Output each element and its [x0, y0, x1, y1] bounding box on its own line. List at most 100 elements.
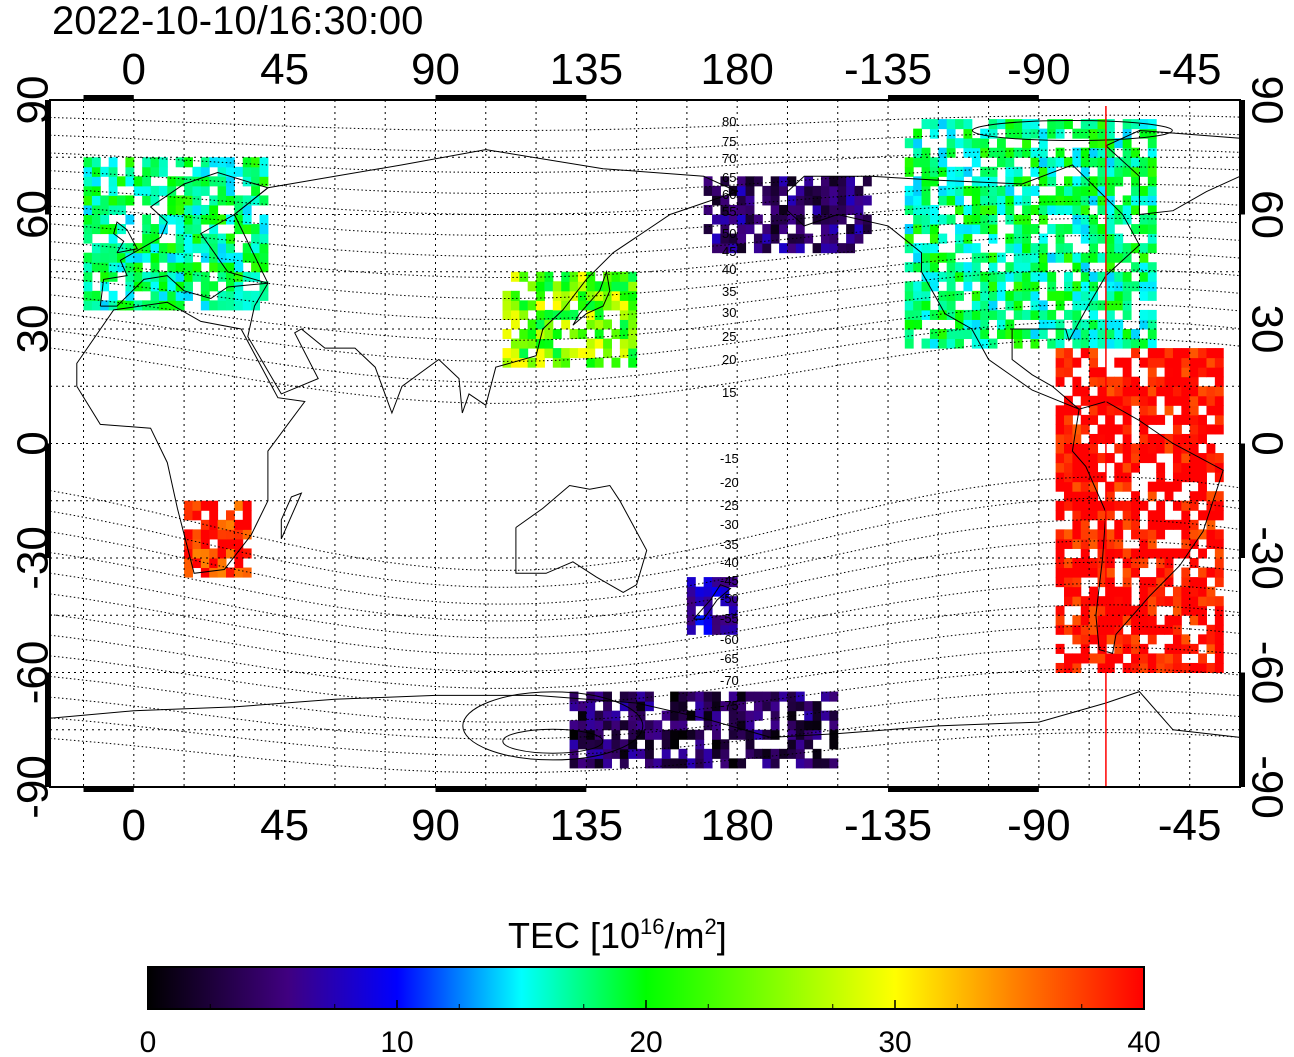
contour-line: [49, 269, 1241, 321]
tec-cell: [611, 271, 621, 282]
tec-cell: [603, 710, 612, 721]
tec-cell: [1147, 519, 1157, 530]
tec-cell: [125, 271, 135, 282]
tec-cell: [158, 252, 168, 263]
bottom-lon-label-135: 135: [550, 801, 623, 850]
tec-cell: [1164, 567, 1174, 578]
tec-cell: [108, 243, 118, 254]
tec-cell: [921, 243, 931, 254]
tec-cell: [259, 157, 269, 168]
contour-label-45: 45: [722, 244, 736, 259]
tec-cell: [1055, 433, 1065, 444]
tec-cell: [1122, 586, 1132, 597]
tec-cell: [1055, 185, 1065, 196]
tec-cell: [1038, 176, 1048, 187]
tec-cell: [1147, 281, 1157, 292]
tec-cell: [125, 195, 135, 206]
tec-cell: [91, 262, 101, 273]
contour-line: [49, 114, 1241, 131]
tec-cell: [619, 348, 629, 359]
bottom-lon-label--135: -135: [844, 801, 932, 850]
tec-cell: [1139, 224, 1149, 235]
tec-cell: [980, 224, 990, 235]
tec-cell: [1080, 643, 1090, 654]
tec-cell: [988, 271, 998, 282]
contour-pole-south-outer: [462, 691, 644, 761]
tec-cell: [83, 271, 93, 282]
tec-cell: [200, 529, 210, 540]
tec-cell: [259, 195, 269, 206]
tec-cell: [1105, 271, 1115, 282]
tec-cell: [1105, 596, 1115, 607]
tec-cell: [167, 290, 177, 301]
tec-cell: [1097, 519, 1107, 530]
tec-cell: [1139, 338, 1149, 349]
tec-cell: [200, 281, 210, 292]
tec-cell: [1013, 338, 1023, 349]
tec-cell: [1089, 357, 1099, 368]
tec-cell: [1022, 252, 1031, 263]
tec-cell: [1055, 348, 1065, 359]
tec-cell: [837, 243, 847, 254]
tec-cell: [1206, 634, 1216, 645]
tec-cell: [1122, 615, 1132, 626]
tec-cell: [1114, 376, 1124, 387]
tec-cell: [1114, 586, 1124, 597]
tec-cell: [125, 214, 135, 225]
tec-cell: [1139, 424, 1149, 435]
tec-cell: [1105, 281, 1115, 292]
tec-cell: [1072, 405, 1082, 416]
tec-cell: [192, 195, 202, 206]
tec-cell: [913, 262, 923, 273]
tec-cell: [200, 548, 210, 559]
tec-cell: [904, 262, 914, 273]
tec-cell: [586, 729, 596, 740]
contour-pole-south: [502, 728, 604, 754]
tec-cell: [1147, 204, 1157, 215]
tec-cell: [1072, 491, 1082, 502]
tec-cell: [678, 691, 688, 702]
tec-cell: [996, 329, 1006, 340]
tec-cell: [603, 720, 612, 731]
tec-cell: [1139, 252, 1149, 263]
tec-cell: [1022, 147, 1031, 158]
tec-cell: [1055, 424, 1065, 435]
tec-cell: [1181, 548, 1191, 559]
tec-cell: [83, 176, 93, 187]
tec-cell: [1189, 596, 1199, 607]
tec-cell: [1080, 414, 1090, 425]
tec-cell: [200, 567, 210, 578]
tec-cell: [142, 195, 152, 206]
tec-cell: [988, 252, 998, 263]
tec-cell: [1122, 414, 1132, 425]
frame-bar-right: [1240, 100, 1245, 215]
tec-cell: [108, 224, 118, 235]
tec-cell: [1072, 338, 1082, 349]
tec-cell: [1030, 185, 1040, 196]
tec-cell: [217, 214, 227, 225]
tec-cell: [586, 300, 596, 311]
tec-cell: [1097, 185, 1107, 196]
top-lon-label-45: 45: [260, 45, 309, 94]
tec-cell: [217, 529, 227, 540]
tec-cell: [594, 739, 604, 750]
tec-cell: [167, 195, 177, 206]
tec-cell: [1013, 271, 1023, 282]
contour-line: [49, 252, 1241, 300]
tec-cell: [661, 748, 671, 759]
tec-cell: [770, 720, 780, 731]
tec-cell: [996, 204, 1006, 215]
tec-cell: [150, 281, 160, 292]
tec-cell: [1122, 195, 1132, 206]
tec-cell: [1064, 290, 1073, 301]
tec-cell: [1013, 147, 1023, 158]
tec-cell: [1147, 615, 1157, 626]
tec-cell: [728, 710, 738, 721]
tec-cell: [259, 290, 269, 301]
tec-cell: [586, 281, 596, 292]
tec-cell: [963, 138, 973, 149]
tec-cell: [1097, 653, 1107, 664]
tec-cell: [569, 739, 579, 750]
contour-line: [49, 303, 1241, 362]
tec-cell: [1114, 519, 1124, 530]
